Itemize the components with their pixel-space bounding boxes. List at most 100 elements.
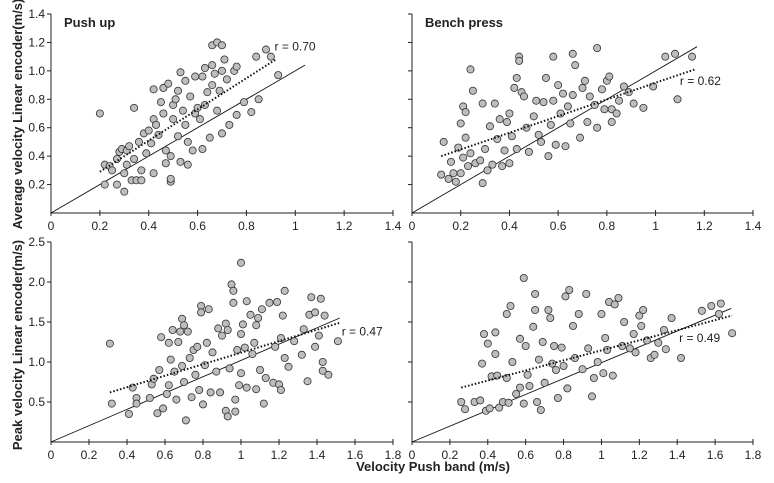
data-point bbox=[191, 72, 200, 81]
data-point bbox=[261, 373, 270, 382]
data-point bbox=[204, 305, 213, 314]
data-point bbox=[320, 311, 329, 320]
data-point bbox=[166, 174, 175, 183]
data-point bbox=[185, 353, 194, 362]
y-tick-label: 1.0 bbox=[28, 64, 45, 78]
data-point bbox=[220, 55, 229, 64]
data-point bbox=[476, 156, 485, 165]
data-point bbox=[252, 321, 261, 330]
data-point bbox=[568, 91, 577, 100]
data-point bbox=[464, 162, 473, 171]
data-point bbox=[124, 409, 133, 418]
data-point bbox=[612, 109, 621, 118]
data-point bbox=[179, 377, 188, 386]
data-point bbox=[274, 71, 283, 80]
data-point bbox=[314, 331, 323, 340]
y-axis-label-bottom: Peak velocity Linear encoder(m/s) bbox=[10, 240, 25, 450]
data-point bbox=[637, 321, 646, 330]
data-point bbox=[508, 357, 517, 366]
data-point bbox=[468, 86, 477, 95]
data-point bbox=[246, 310, 255, 319]
x-tick-label: 0.4 bbox=[479, 448, 496, 462]
data-point bbox=[178, 361, 187, 370]
data-point bbox=[466, 65, 475, 74]
data-point bbox=[533, 397, 542, 406]
data-point bbox=[144, 126, 153, 135]
data-point bbox=[538, 337, 547, 346]
data-point bbox=[265, 298, 274, 307]
data-point bbox=[252, 52, 261, 61]
data-point bbox=[544, 152, 553, 161]
data-point bbox=[491, 349, 500, 358]
identity-line bbox=[50, 317, 340, 443]
data-point bbox=[278, 311, 287, 320]
data-point bbox=[142, 149, 151, 158]
data-point bbox=[639, 103, 648, 112]
x-tick-label: 0.8 bbox=[238, 219, 255, 233]
data-point bbox=[522, 123, 531, 132]
data-point bbox=[297, 350, 306, 359]
data-point bbox=[145, 393, 154, 402]
data-point bbox=[563, 384, 572, 393]
data-point bbox=[213, 106, 222, 115]
x-tick-label: 1 bbox=[652, 219, 659, 233]
x-tick-label: 1.6 bbox=[707, 448, 724, 462]
data-point bbox=[193, 342, 202, 351]
x-tick-label: 0.2 bbox=[442, 448, 459, 462]
data-point bbox=[505, 109, 514, 118]
data-point bbox=[198, 72, 207, 81]
data-point bbox=[179, 321, 188, 330]
data-point bbox=[493, 135, 502, 144]
data-point bbox=[498, 162, 507, 171]
data-point bbox=[531, 305, 540, 314]
data-point bbox=[161, 159, 170, 168]
data-point bbox=[159, 404, 168, 413]
data-point bbox=[546, 313, 555, 322]
data-point bbox=[521, 341, 530, 350]
data-point bbox=[600, 105, 609, 114]
data-point bbox=[137, 166, 146, 175]
data-point bbox=[569, 321, 578, 330]
data-point bbox=[205, 133, 214, 142]
data-point bbox=[688, 52, 697, 61]
data-point bbox=[707, 301, 716, 310]
data-point bbox=[551, 140, 560, 149]
data-point bbox=[659, 325, 668, 334]
data-point bbox=[162, 389, 171, 398]
data-point bbox=[232, 62, 241, 71]
data-point bbox=[671, 49, 680, 58]
x-tick-label: 0.8 bbox=[599, 219, 616, 233]
data-point bbox=[198, 400, 207, 409]
y-tick-label: 0.5 bbox=[28, 395, 45, 409]
data-point bbox=[200, 100, 209, 109]
data-point bbox=[266, 52, 275, 61]
data-point bbox=[324, 370, 333, 379]
data-point bbox=[576, 133, 585, 142]
data-point bbox=[171, 95, 180, 104]
data-point bbox=[202, 338, 211, 347]
data-point bbox=[540, 378, 549, 387]
data-point bbox=[174, 132, 183, 141]
data-point bbox=[254, 95, 263, 104]
data-point bbox=[456, 169, 465, 178]
data-point bbox=[661, 345, 670, 354]
y-tick-label: 2.0 bbox=[28, 275, 45, 289]
data-point bbox=[544, 305, 553, 314]
data-point bbox=[571, 61, 580, 70]
data-point bbox=[229, 298, 238, 307]
data-point bbox=[318, 357, 327, 366]
y-tick-label: 1.2 bbox=[28, 35, 45, 49]
x-tick-label: 0 bbox=[409, 448, 416, 462]
data-point bbox=[250, 338, 259, 347]
data-point bbox=[485, 122, 494, 131]
data-point bbox=[546, 120, 555, 129]
data-point bbox=[107, 399, 116, 408]
data-point bbox=[311, 308, 320, 317]
data-point bbox=[183, 327, 192, 336]
x-tick-label: 1.4 bbox=[309, 448, 326, 462]
data-point bbox=[446, 157, 455, 166]
data-point bbox=[568, 49, 577, 58]
correlation-label: r = 0.49 bbox=[679, 331, 720, 345]
data-point bbox=[235, 381, 244, 390]
data-point bbox=[130, 103, 139, 112]
